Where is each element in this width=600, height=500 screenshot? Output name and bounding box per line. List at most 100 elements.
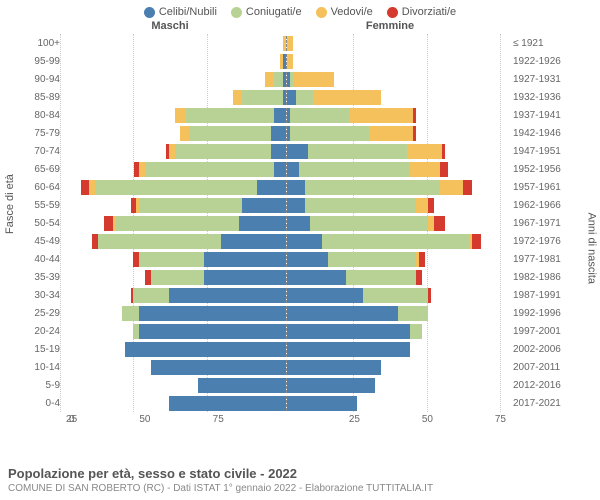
female-bar [286,270,507,285]
bar-segment [287,306,398,321]
bar-segment [204,270,286,285]
legend-swatch [316,7,327,18]
age-label: 5-9 [0,380,66,391]
age-label: 60-64 [0,182,66,193]
bar-segment [328,252,416,267]
female-bar [286,72,507,87]
age-row: 60-641957-1961 [0,178,600,196]
x-tick: 25 [66,414,139,425]
bar-segment [98,234,221,249]
birth-label: 1972-1976 [507,236,583,247]
age-label: 95-99 [0,56,66,67]
age-label: 80-84 [0,110,66,121]
bar-segment [287,396,357,411]
age-row: 55-591962-1966 [0,196,600,214]
bar-segment [428,288,431,303]
age-label: 40-44 [0,254,66,265]
female-bar [286,108,507,123]
age-row: 35-39 1982-1986 [0,268,600,286]
age-label: 70-74 [0,146,66,157]
bar-segment [139,306,286,321]
age-row: 75-791942-1946 [0,124,600,142]
bar-segment [95,180,256,195]
bar-segment [242,198,286,213]
age-row: 95-991922-1926 [0,52,600,70]
male-bar [66,180,286,195]
male-bar [66,36,286,51]
female-bar [286,306,507,321]
bar-segment [296,90,314,105]
bar-segment [151,360,286,375]
bar-segment [398,306,427,321]
x-axis-left: 7550250 [66,414,286,425]
male-bar [66,234,286,249]
footer: Popolazione per età, sesso e stato civil… [8,466,433,494]
bar-segment [139,252,204,267]
age-label: 35-39 [0,272,66,283]
female-bar [286,216,507,231]
bar-segment [186,108,274,123]
bar-segment [287,270,346,285]
bar-segment [287,324,410,339]
female-bar [286,90,507,105]
age-row: 0-42017-2021 [0,394,600,412]
bar-segment [242,90,283,105]
male-bar [66,342,286,357]
age-row: 90-941927-1931 [0,70,600,88]
male-bar [66,108,286,123]
birth-label: 1982-1986 [507,272,583,283]
birth-label: 1967-1971 [507,218,583,229]
age-row: 25-291992-1996 [0,304,600,322]
bar-segment [287,216,310,231]
female-bar [286,162,507,177]
bar-segment [305,180,440,195]
chart-title: Popolazione per età, sesso e stato civil… [8,466,433,481]
bar-segment [287,198,305,213]
bar-segment [287,144,308,159]
x-tick: 75 [213,414,286,425]
age-label: 25-29 [0,308,66,319]
birth-label: 1937-1941 [507,110,583,121]
legend-item: Coniugati/e [231,6,302,18]
legend-label: Vedovi/e [331,6,373,18]
bar-segment [310,216,427,231]
bar-segment [472,234,481,249]
age-row: 40-441977-1981 [0,250,600,268]
bar-segment [416,198,428,213]
age-label: 15-19 [0,344,66,355]
male-bar [66,378,286,393]
bar-segment [363,288,428,303]
age-row: 45-491972-1976 [0,232,600,250]
female-bar [286,342,507,357]
header-female: Femmine [280,20,500,32]
bar-segment [287,288,363,303]
birth-label: 1997-2001 [507,326,583,337]
bar-segment [369,126,413,141]
birth-label: 1927-1931 [507,74,583,85]
rows-container: 100+≤ 192195-991922-192690-941927-193185… [0,34,600,412]
male-bar [66,54,286,69]
legend-item: Divorziati/e [387,6,456,18]
bar-segment [257,180,286,195]
bar-segment [313,90,380,105]
bar-segment [290,108,349,123]
birth-label: 2017-2021 [507,398,583,409]
bar-segment [122,306,140,321]
bar-segment [407,144,442,159]
bar-segment [274,162,286,177]
legend-item: Celibi/Nubili [144,6,217,18]
age-row: 5-92012-2016 [0,376,600,394]
bar-segment [410,162,439,177]
bar-segment [322,234,469,249]
male-bar [66,360,286,375]
bar-segment [305,198,416,213]
birth-label: 1962-1966 [507,200,583,211]
legend-swatch [144,7,155,18]
bar-segment [287,90,296,105]
bar-segment [180,126,189,141]
bar-segment [189,126,271,141]
male-bar [66,270,286,285]
age-label: 85-89 [0,92,66,103]
male-bar [66,198,286,213]
bar-segment [151,270,204,285]
